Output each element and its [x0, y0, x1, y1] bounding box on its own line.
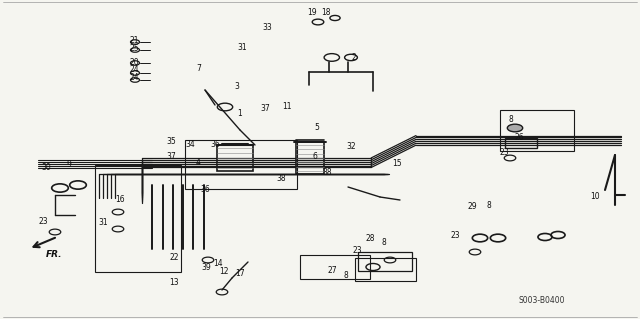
Text: 37: 37	[166, 152, 177, 161]
Text: 17: 17	[235, 269, 245, 278]
Text: 9: 9	[67, 160, 72, 169]
Text: 8: 8	[508, 115, 513, 124]
Bar	[358, 252, 412, 271]
Bar	[505, 138, 537, 148]
Text: 24: 24	[129, 65, 140, 74]
Text: 10: 10	[590, 192, 600, 201]
Bar	[500, 110, 573, 152]
Text: 12: 12	[220, 267, 228, 276]
Text: 8: 8	[381, 238, 387, 247]
Text: 18: 18	[322, 8, 331, 17]
Text: 35: 35	[166, 137, 177, 146]
Text: 39: 39	[201, 263, 211, 272]
Text: 20: 20	[129, 58, 140, 67]
Text: 31: 31	[237, 43, 247, 52]
Text: 1: 1	[237, 109, 243, 118]
Text: 22: 22	[170, 253, 179, 262]
Text: 27: 27	[328, 266, 338, 275]
Bar	[296, 142, 324, 174]
Text: 7: 7	[196, 64, 201, 73]
Text: 8: 8	[343, 271, 348, 280]
Text: 4: 4	[196, 158, 201, 167]
Text: 28: 28	[365, 234, 374, 243]
Text: 21: 21	[130, 36, 139, 45]
Bar	[95, 165, 181, 272]
Text: 38: 38	[276, 174, 287, 183]
Text: 13: 13	[169, 278, 179, 287]
Text: 34: 34	[186, 140, 196, 149]
Text: 11: 11	[282, 102, 291, 111]
Text: 19: 19	[307, 8, 317, 17]
Text: 23: 23	[499, 148, 509, 157]
Bar	[300, 255, 371, 279]
Text: 23: 23	[352, 246, 362, 255]
Text: 8: 8	[486, 201, 492, 210]
Text: 30: 30	[41, 163, 51, 172]
Text: 6: 6	[312, 152, 317, 161]
Text: 36: 36	[210, 140, 220, 149]
Text: 32: 32	[346, 142, 356, 151]
Bar	[355, 258, 416, 281]
Text: 24: 24	[129, 73, 140, 82]
Text: 15: 15	[392, 159, 402, 168]
Text: 3: 3	[234, 82, 239, 91]
Text: 33: 33	[262, 23, 273, 32]
Text: 2: 2	[351, 53, 356, 62]
Text: S003-B0400: S003-B0400	[518, 296, 565, 305]
Bar	[217, 145, 253, 171]
Text: FR.: FR.	[46, 250, 63, 259]
Text: 26: 26	[515, 133, 525, 142]
Text: 23: 23	[38, 217, 49, 226]
Circle shape	[508, 124, 523, 132]
Text: 14: 14	[212, 259, 223, 268]
Text: 16: 16	[115, 195, 125, 204]
Text: 37: 37	[260, 104, 271, 113]
Text: 29: 29	[467, 202, 477, 211]
Text: 25: 25	[129, 44, 140, 53]
Text: 5: 5	[314, 123, 319, 132]
Text: 36: 36	[200, 185, 210, 194]
Text: 23: 23	[451, 231, 461, 240]
Text: 38: 38	[323, 168, 333, 177]
Bar	[185, 140, 297, 189]
Text: 31: 31	[99, 218, 109, 227]
